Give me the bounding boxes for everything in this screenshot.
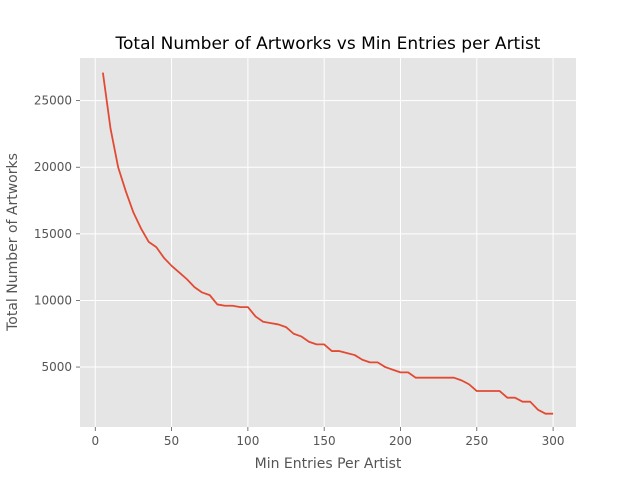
x-axis-label: Min Entries Per Artist bbox=[255, 456, 402, 472]
x-tick-label: 200 bbox=[389, 434, 412, 448]
y-tick-label: 15000 bbox=[34, 227, 72, 241]
x-tick-label: 50 bbox=[164, 434, 179, 448]
plot-area bbox=[80, 58, 576, 427]
y-tick-label: 5000 bbox=[41, 360, 72, 374]
y-tick-label: 10000 bbox=[34, 293, 72, 307]
y-axis: 5000 10000 15000 20000 25000 bbox=[34, 94, 80, 374]
y-tick-label: 20000 bbox=[34, 160, 72, 174]
x-tick-label: 100 bbox=[236, 434, 259, 448]
y-axis-label: Total Number of Artworks bbox=[5, 153, 21, 332]
series-line bbox=[101, 72, 554, 415]
x-tick-label: 0 bbox=[91, 434, 99, 448]
x-tick-label: 300 bbox=[542, 434, 565, 448]
x-tick-label: 150 bbox=[313, 434, 336, 448]
y-tick-label: 25000 bbox=[34, 94, 72, 108]
grid-lines bbox=[80, 58, 576, 427]
x-tick-label: 250 bbox=[465, 434, 488, 448]
x-axis: 0 50 100 150 200 250 300 bbox=[91, 427, 565, 448]
chart-title: Total Number of Artworks vs Min Entries … bbox=[115, 34, 541, 54]
